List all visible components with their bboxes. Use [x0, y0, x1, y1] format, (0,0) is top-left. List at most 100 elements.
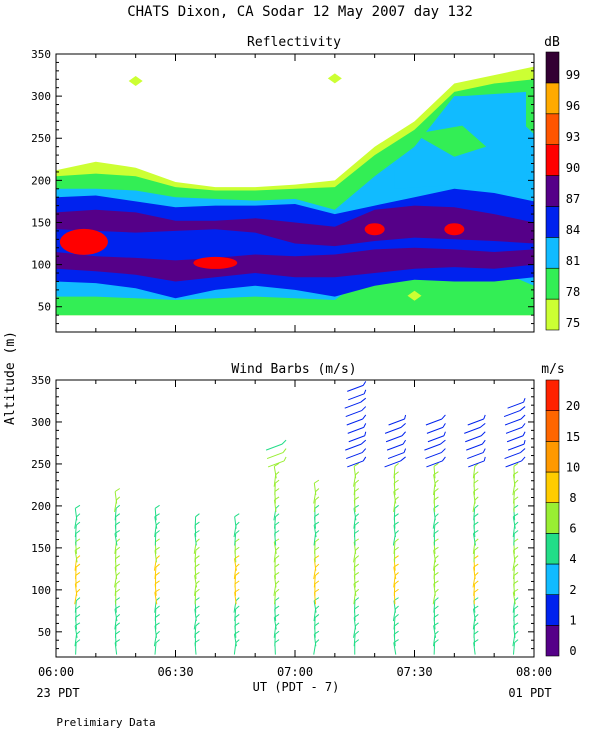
wind-barb [433, 479, 439, 496]
wind-barb [234, 614, 240, 630]
wind-barb [473, 546, 479, 563]
x-tick-label: 06:00 [38, 665, 74, 679]
y-tick-label: 100 [31, 259, 51, 272]
wind-barb [473, 630, 479, 647]
wind-barb [392, 530, 399, 546]
wind-barb [347, 456, 367, 468]
wind-barb [354, 530, 360, 546]
wind-barb [433, 597, 439, 613]
colorbar-label: 4 [569, 552, 576, 566]
x-tick-label: 07:30 [396, 665, 432, 679]
wind-barb [346, 414, 367, 426]
reflectivity-core-90dB [59, 228, 108, 255]
wind-barb [472, 538, 479, 554]
wind-barb [472, 462, 479, 479]
wind-barb [394, 471, 399, 487]
wind-barb [393, 513, 399, 529]
wind-barb [273, 588, 280, 605]
wind-barb [393, 496, 399, 512]
wind-barb [512, 555, 519, 571]
wind-barb [473, 513, 479, 529]
wind-barb [473, 580, 479, 596]
wind-barb [353, 597, 360, 613]
y-tick-label: 150 [31, 542, 51, 555]
wind-barb [234, 605, 240, 622]
wind-barbs-title: Wind Barbs (m/s) [231, 362, 356, 377]
wind-barb [193, 538, 200, 554]
wind-barb [507, 398, 526, 409]
colorbar-label: 20 [566, 399, 580, 413]
reflectivity-core-90dB [364, 223, 385, 236]
colorbar-swatch [545, 379, 560, 411]
wind-barb [233, 639, 240, 655]
wind-barb [473, 479, 479, 496]
wind-barb [115, 513, 121, 529]
wind-barb [114, 538, 121, 554]
wind-barb [154, 538, 160, 554]
wind-barb [385, 431, 406, 443]
colorbar-label: 8 [569, 491, 576, 505]
wind-barb [512, 488, 519, 504]
wind-barb [353, 462, 360, 479]
wind-barb [512, 639, 519, 655]
colorbar-swatch [545, 441, 560, 473]
wind-barb [393, 614, 399, 630]
wind-barb [394, 546, 399, 563]
wind-barb [273, 622, 280, 638]
wind-barb [353, 479, 360, 496]
colorbar-label: 90 [566, 161, 580, 175]
wind-barb [344, 397, 367, 409]
wind-barb [234, 513, 240, 529]
wind-barb [233, 597, 240, 613]
wind-barb [353, 588, 360, 605]
wind-barb [353, 622, 360, 638]
y-tick-label: 200 [31, 174, 51, 187]
wind-barb [313, 572, 320, 588]
colorbar-label: 96 [566, 99, 580, 113]
wind-barb [273, 513, 280, 529]
wind-barb [153, 555, 160, 571]
wind-barb [114, 614, 121, 630]
wind-barb [424, 439, 446, 451]
wind-y-axis: 50 100 150 200 250 300 350 [31, 374, 534, 650]
wind-barb [473, 622, 479, 638]
wind-barb [348, 431, 367, 443]
wind-barb [154, 597, 160, 613]
wind-barb [154, 530, 160, 546]
colorbar-label: 6 [569, 522, 576, 536]
reflectivity-band-84dB [56, 229, 534, 261]
wind-barb [433, 530, 439, 546]
wind-barb [513, 614, 519, 630]
wind-barb [393, 504, 399, 521]
wind-barb [353, 471, 360, 487]
reflectivity-colorbar: 75 78 81 84 87 90 93 96 99 [545, 51, 580, 331]
wind-barb [114, 580, 121, 596]
wind-barb [274, 521, 280, 538]
wind-barb [433, 496, 439, 512]
wind-barb [353, 513, 360, 529]
colorbar-label: 78 [566, 285, 580, 299]
wind-barb [353, 630, 360, 647]
wind-barb [114, 572, 121, 588]
colorbar-label: 1 [569, 613, 576, 627]
wind-barb [154, 504, 160, 521]
reflectivity-title: Reflectivity [247, 35, 341, 50]
wind-barb [313, 639, 320, 655]
wind-barb [346, 448, 367, 460]
wind-barb [233, 563, 240, 580]
wind-barb [347, 423, 367, 434]
wind-colorbar: 0 1 2 4 6 8 10 15 20 [545, 379, 580, 658]
reflectivity-isolated-echo [407, 290, 422, 301]
colorbar-swatch [545, 113, 560, 145]
wind-barb [505, 423, 526, 434]
x-tick-label: 06:30 [157, 665, 193, 679]
wind-barb [74, 555, 81, 571]
wind-barb [354, 563, 360, 580]
wind-barb [433, 605, 439, 622]
wind-barb [154, 521, 160, 538]
reflectivity-core-90dB [444, 223, 465, 236]
reflectivity-pocket-78dB [414, 125, 487, 157]
wind-barb [234, 530, 240, 546]
wind-barb [154, 563, 160, 580]
